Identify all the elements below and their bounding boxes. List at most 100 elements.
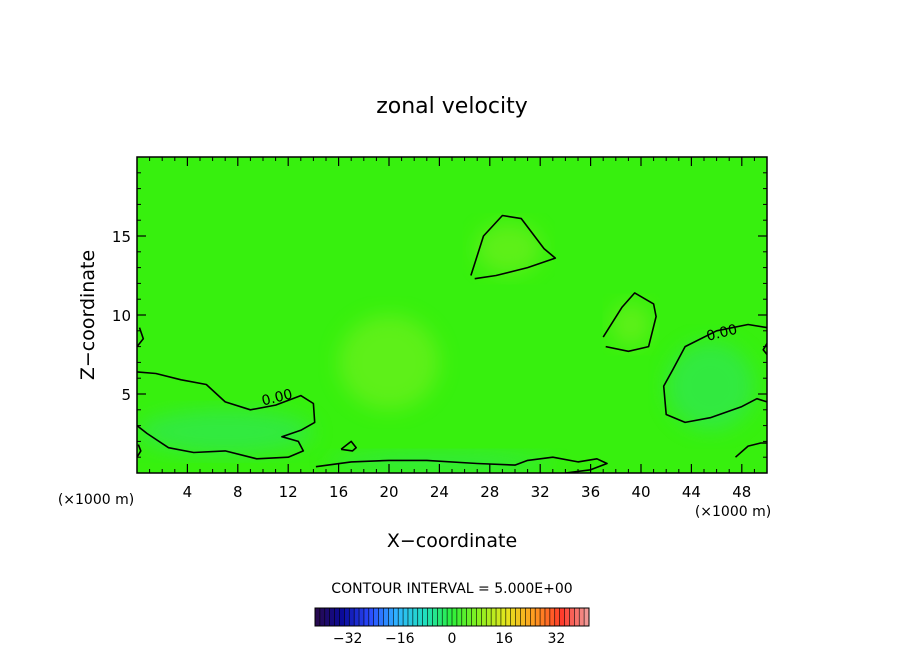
contour-label-1: 0.00: [705, 322, 739, 345]
colorbar-cell: [354, 608, 360, 626]
x-unit-left: (×1000 m): [58, 492, 134, 508]
contour-label-0: 0.00: [260, 386, 294, 409]
y-axis-ticks: 5 10 15: [112, 172, 767, 458]
colorbar-tick-labels: −32 −16 0 16 32: [333, 631, 565, 647]
colorbar-cell: [339, 608, 345, 626]
contour-line-5: [340, 440, 358, 452]
colorbar-cell: [398, 608, 404, 626]
colorbar-cell: [569, 608, 575, 626]
colorbar-cell: [486, 608, 492, 626]
colorbar-cell: [432, 608, 438, 626]
colorbar-cell: [373, 608, 379, 626]
shading-patch: [137, 409, 314, 455]
colorbar-cell: [544, 608, 551, 626]
contour-line-6: [734, 442, 767, 458]
x-tick-label: 12: [279, 483, 298, 501]
y-tick-label: 15: [112, 228, 131, 246]
colorbar-cell: [579, 608, 585, 626]
colorbar-cell: [481, 608, 487, 626]
colorbar-cell: [584, 608, 590, 626]
x-tick-label: 44: [682, 483, 701, 501]
colorbar-tick-label: 0: [448, 631, 457, 647]
shading-patch: [338, 315, 440, 410]
colorbar-cell: [554, 608, 560, 626]
colorbar-cell: [540, 608, 546, 626]
x-tick-label: 16: [329, 483, 348, 501]
colorbar-cell: [403, 608, 409, 626]
colorbar-cell: [334, 608, 340, 626]
colorbar-cell: [393, 608, 399, 626]
contour-line-8: [137, 327, 145, 348]
colorbar-cell: [505, 608, 512, 626]
colorbar-cell: [447, 608, 453, 626]
colorbar-cell: [559, 608, 565, 626]
colorbar-cell: [491, 608, 497, 626]
zero-contours: [137, 214, 767, 473]
colorbar-tick-label: −16: [385, 631, 415, 647]
x-tick-label: 28: [480, 483, 499, 501]
colorbar-cell: [452, 608, 458, 626]
colorbar-cell: [363, 608, 370, 626]
colorbar-cell: [427, 608, 433, 626]
contour-line-3: [662, 323, 767, 424]
colorbar-cell: [344, 608, 350, 626]
colorbar-cell: [471, 608, 477, 626]
colorbar-tick-label: −32: [333, 631, 363, 647]
x-tick-label: 40: [631, 483, 650, 501]
colorbar-cell: [359, 608, 365, 626]
y-tick-label: 5: [121, 386, 131, 404]
colorbar-cells: [314, 608, 590, 626]
colorbar-cell: [500, 608, 507, 626]
contour-line-7: [137, 444, 142, 458]
colorbar-cell: [388, 608, 394, 626]
colorbar-cell: [383, 608, 389, 626]
field-shading: [137, 223, 755, 472]
colorbar-cell: [378, 608, 384, 626]
x-tick-label: 48: [732, 483, 751, 501]
shading-patch: [475, 223, 542, 274]
colorbar-cell: [437, 608, 443, 626]
colorbar-cell: [329, 608, 335, 626]
colorbar-cell: [525, 608, 531, 626]
colorbar-cell: [456, 608, 463, 626]
colorbar-cell: [466, 608, 472, 626]
colorbar-cell: [412, 608, 419, 626]
colorbar-cell: [564, 608, 570, 626]
colorbar-cell: [315, 608, 321, 626]
colorbar-frame: [314, 607, 590, 627]
x-tick-label: 4: [183, 483, 193, 501]
contour-line-4: [315, 456, 608, 473]
x-tick-label: 8: [233, 483, 243, 501]
x-tick-label: 20: [379, 483, 398, 501]
colorbar-cell: [407, 608, 414, 626]
x-tick-label: 24: [430, 483, 449, 501]
colorbar-cell: [520, 608, 526, 626]
colorbar: −32 −16 0 16 32: [314, 607, 590, 647]
contour-line-9: [762, 342, 767, 356]
colorbar-cell: [368, 608, 375, 626]
contour-labels: 0.00 0.00: [260, 322, 739, 410]
y-tick-label: 10: [112, 307, 131, 325]
colorbar-cell: [319, 608, 326, 626]
chart-title: zonal velocity: [376, 94, 528, 119]
contour-line-0: [137, 371, 316, 460]
colorbar-cell: [476, 608, 482, 626]
colorbar-cell: [535, 608, 541, 626]
colorbar-cell: [442, 608, 448, 626]
contour-line-1: [470, 214, 557, 280]
y-axis-label: Z−coordinate: [77, 250, 99, 380]
shading-patch: [666, 341, 755, 431]
colorbar-cell: [530, 608, 536, 626]
colorbar-tick-label: 16: [495, 631, 513, 647]
colorbar-tick-label: 32: [547, 631, 565, 647]
colorbar-cell: [515, 608, 521, 626]
colorbar-cell: [417, 608, 423, 626]
x-axis-label: X−coordinate: [387, 530, 517, 552]
colorbar-cell: [461, 608, 467, 626]
x-tick-label: 36: [581, 483, 600, 501]
shading-patch: [610, 302, 652, 347]
colorbar-cell: [422, 608, 428, 626]
colorbar-cell: [549, 608, 556, 626]
